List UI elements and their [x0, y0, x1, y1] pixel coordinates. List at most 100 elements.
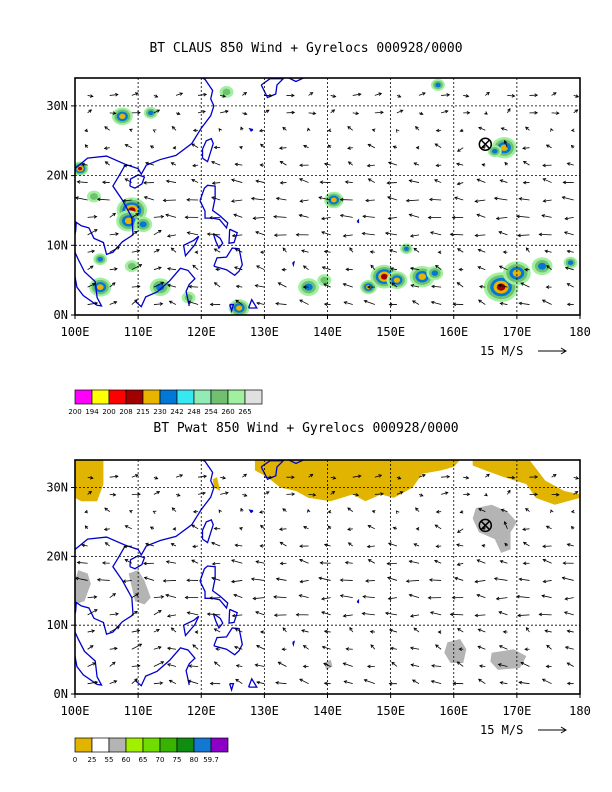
- wind-vector-head: [299, 678, 303, 682]
- wind-vector: [520, 662, 530, 667]
- wind-vector: [123, 199, 132, 202]
- wind-vector-head: [134, 678, 138, 682]
- wind-vector-head: [301, 629, 305, 633]
- wind-vector-head: [211, 181, 216, 185]
- wind-vector: [523, 542, 530, 547]
- cyclone-marker-cross: [480, 520, 491, 531]
- wind-vector-head: [504, 161, 508, 166]
- wind-vector-head: [397, 476, 402, 480]
- wind-vector-head: [323, 302, 328, 307]
- wind-vector-head: [160, 661, 165, 665]
- wind-vector-head: [218, 509, 222, 514]
- coastline: [247, 677, 258, 688]
- wind-vector: [413, 248, 420, 253]
- wind-vector: [546, 265, 552, 270]
- wind-vector-head: [103, 527, 108, 531]
- wind-vector-head: [541, 594, 546, 598]
- wind-vector: [374, 493, 384, 495]
- wind-vector-head: [429, 611, 434, 615]
- wind-vector-head: [357, 92, 362, 97]
- wind-vector: [431, 665, 442, 667]
- wind-vector-head: [408, 559, 413, 564]
- wind-vector-head: [399, 109, 404, 113]
- wind-vector-head: [502, 630, 507, 634]
- legend-label: 194: [85, 408, 99, 416]
- wind-vector-head: [312, 111, 317, 116]
- wind-vector-head: [134, 611, 138, 615]
- wind-vector: [526, 627, 530, 633]
- legend-label: 80: [190, 756, 199, 764]
- wind-vector-head: [170, 627, 175, 631]
- wind-vector: [520, 282, 530, 288]
- lon-label: 110E: [124, 325, 153, 339]
- wind-vector-head: [186, 611, 191, 615]
- wind-vector: [104, 528, 110, 530]
- wind-vector: [87, 609, 98, 616]
- wind-vector-head: [367, 178, 372, 182]
- wind-vector-head: [255, 611, 259, 615]
- wind-vector: [362, 232, 375, 236]
- lon-label: 130E: [250, 325, 279, 339]
- wind-vector-head: [339, 594, 344, 598]
- pwat-region-low: [75, 460, 104, 502]
- wind-vector-head: [478, 126, 482, 131]
- wind-vector-head: [387, 542, 392, 546]
- wind-vector-head: [231, 559, 235, 563]
- wind-vector: [479, 286, 486, 288]
- wind-vector: [124, 559, 133, 564]
- wind-vector: [191, 179, 199, 183]
- wind-vector: [131, 643, 142, 650]
- wind-vector-head: [413, 162, 418, 166]
- legend-swatch: [227, 389, 246, 405]
- cloud-cell: [380, 273, 388, 280]
- wind-vector: [235, 628, 243, 633]
- wind-vector: [167, 284, 177, 288]
- wind-vector: [234, 266, 243, 271]
- wind-vector-head: [160, 214, 165, 219]
- wind-vector-head: [332, 476, 337, 480]
- wind-vector: [475, 199, 486, 202]
- wind-vector-head: [409, 266, 414, 271]
- wind-vector-head: [456, 562, 461, 566]
- wind-vector-head: [518, 301, 523, 306]
- wind-vector-head: [323, 543, 328, 547]
- wind-vector-head: [203, 474, 208, 479]
- cloud-cell: [235, 305, 243, 311]
- wind-vector-head: [478, 664, 483, 668]
- wind-vector: [166, 561, 177, 564]
- coastline: [229, 683, 235, 693]
- wind-vector-head: [208, 215, 213, 220]
- map-panel-1: 30N 20N 10N 0N 100E 110E 120E 130E 140E 150E 160E 1…: [46, 77, 591, 416]
- coastline: [247, 298, 258, 309]
- wind-vector-head: [392, 145, 397, 149]
- wind-vector: [109, 475, 118, 478]
- wind-vector: [387, 577, 398, 581]
- wind-vector-head: [170, 543, 175, 547]
- wind-vector: [352, 93, 361, 96]
- wind-vector: [324, 630, 331, 633]
- lon-label: 160E: [439, 704, 468, 718]
- wind-vector: [368, 559, 376, 564]
- wind-vector: [131, 264, 142, 271]
- wind-vector-head: [158, 229, 162, 234]
- wind-vector: [479, 665, 486, 667]
- wind-vector: [541, 595, 552, 599]
- wind-vector-head: [522, 527, 526, 532]
- wind-vector-head: [555, 492, 560, 497]
- wind-vector-head: [570, 144, 575, 149]
- wind-vector-head: [323, 162, 328, 166]
- wind-vector: [77, 181, 88, 183]
- wind-vector-head: [545, 525, 550, 529]
- legend-label: 242: [170, 408, 183, 416]
- wind-vector: [501, 509, 508, 512]
- wind-vector: [124, 164, 132, 167]
- wind-vector: [255, 231, 265, 236]
- cloud-cell: [78, 166, 83, 171]
- wind-vector-head: [474, 613, 479, 618]
- wind-vector-head: [347, 542, 352, 546]
- wind-vector: [125, 525, 132, 530]
- wind-vector-head: [138, 643, 143, 647]
- wind-vector-head: [233, 645, 238, 650]
- wind-vector-head: [542, 544, 546, 549]
- wind-vector-head: [562, 180, 567, 185]
